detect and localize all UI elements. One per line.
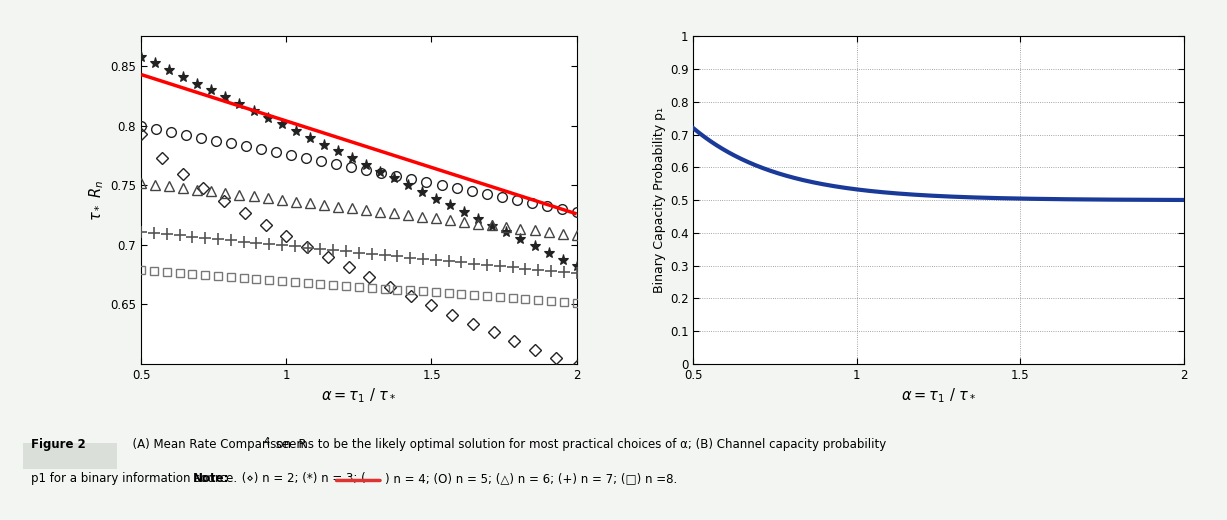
Text: (A) Mean Rate Comparison. R: (A) Mean Rate Comparison. R xyxy=(125,438,307,451)
Y-axis label: $\tau_*\ R_n$: $\tau_*\ R_n$ xyxy=(87,180,106,220)
Text: ) n = 4; (O) n = 5; (△) n = 6; (+) n = 7; (□) n =8.: ) n = 4; (O) n = 5; (△) n = 6; (+) n = 7… xyxy=(385,472,677,485)
X-axis label: $\alpha = \tau_1\ /\ \tau_*$: $\alpha = \tau_1\ /\ \tau_*$ xyxy=(321,386,396,405)
Y-axis label: Binary Capacity Probability p₁: Binary Capacity Probability p₁ xyxy=(653,107,665,293)
X-axis label: $\alpha = \tau_1\ /\ \tau_*$: $\alpha = \tau_1\ /\ \tau_*$ xyxy=(901,386,977,405)
Text: seems to be the likely optimal solution for most practical choices of α; (B) Cha: seems to be the likely optimal solution … xyxy=(272,438,887,451)
FancyBboxPatch shape xyxy=(23,443,117,469)
Text: Figure 2: Figure 2 xyxy=(31,438,86,451)
Text: (⋄) n = 2; (*) n = 3; (: (⋄) n = 2; (*) n = 3; ( xyxy=(238,472,366,485)
Text: p1 for a binary information source.: p1 for a binary information source. xyxy=(31,472,240,485)
Text: 4: 4 xyxy=(264,437,270,447)
Text: Note:: Note: xyxy=(193,472,229,485)
